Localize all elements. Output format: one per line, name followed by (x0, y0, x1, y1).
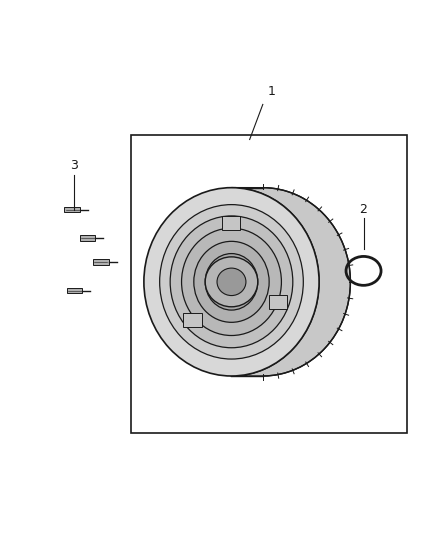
Bar (93, 259, 109, 265)
Text: 2: 2 (360, 203, 367, 216)
Polygon shape (232, 188, 350, 376)
Ellipse shape (194, 241, 269, 322)
FancyBboxPatch shape (222, 216, 240, 230)
FancyBboxPatch shape (269, 295, 287, 309)
Text: 1: 1 (268, 85, 276, 98)
Bar (131, 135, 407, 433)
FancyBboxPatch shape (184, 313, 202, 327)
Ellipse shape (205, 254, 258, 310)
Ellipse shape (217, 268, 246, 296)
Bar (64, 207, 80, 213)
Ellipse shape (205, 257, 258, 307)
Bar (80, 235, 95, 241)
Ellipse shape (159, 205, 304, 359)
Text: 3: 3 (71, 159, 78, 172)
Ellipse shape (144, 188, 319, 376)
Ellipse shape (170, 216, 293, 348)
Bar (67, 288, 82, 294)
Ellipse shape (182, 228, 281, 335)
